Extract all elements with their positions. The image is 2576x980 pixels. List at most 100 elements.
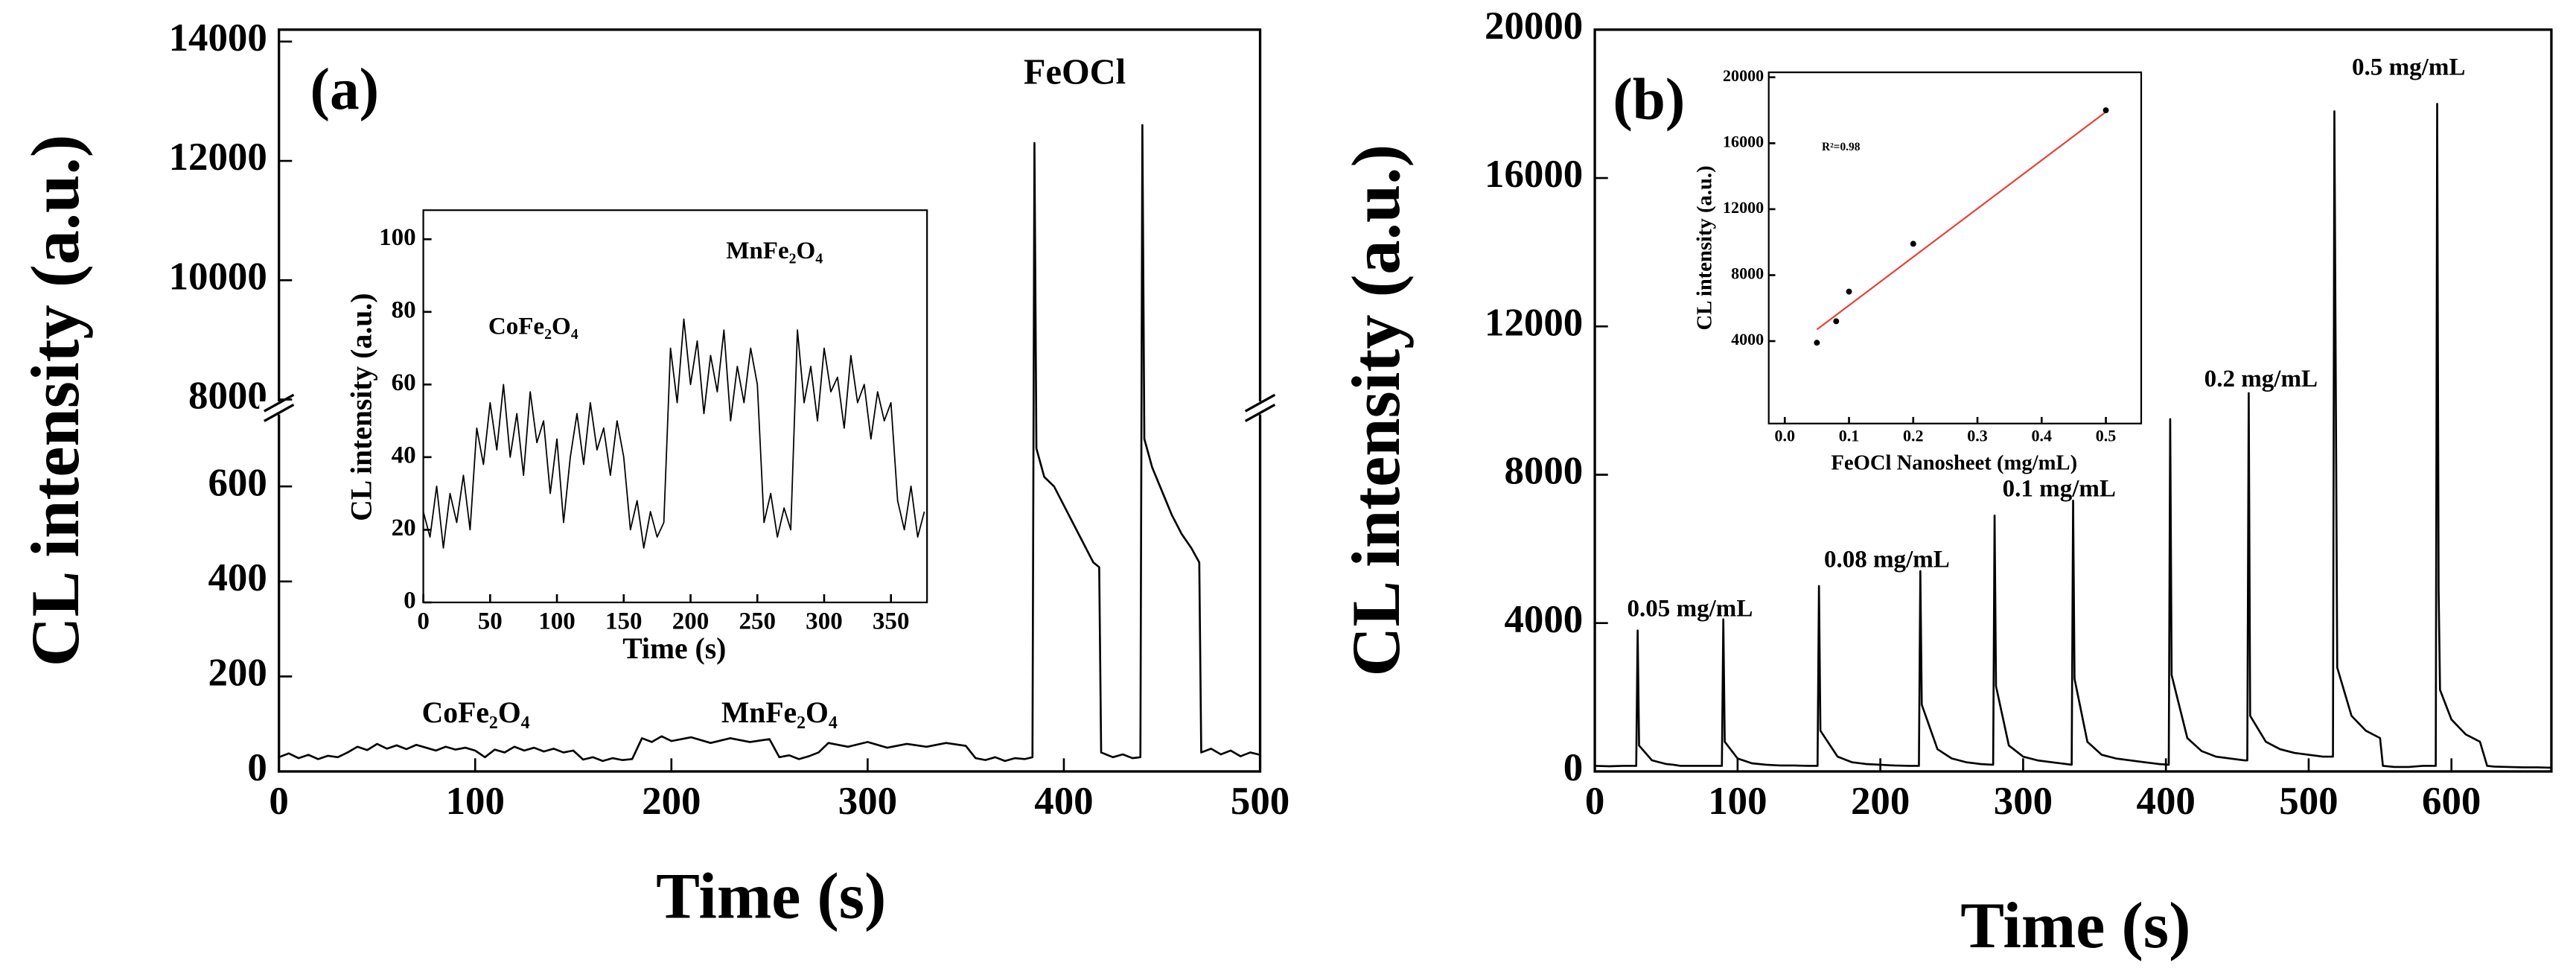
plot-frame xyxy=(277,28,1262,773)
x-tick-label: 500 xyxy=(1231,780,1289,823)
x-axis-title: Time (s) xyxy=(656,859,886,932)
x-tick-label: 0 xyxy=(269,780,288,823)
point xyxy=(1814,340,1820,346)
x-tick-label: 0 xyxy=(1585,780,1604,823)
x-tick-label: 0.5 xyxy=(2096,427,2117,445)
annotation: 0.05 mg/mL xyxy=(1627,596,1753,623)
y-tick-label: 16000 xyxy=(1723,132,1764,150)
x-tick-label: 200 xyxy=(1851,780,1910,823)
x-tick-label: 0.3 xyxy=(1967,427,1988,445)
annotation: CoFe₂O₄ xyxy=(422,696,530,729)
plot-frame xyxy=(422,209,928,604)
axis-break-gap xyxy=(259,401,299,415)
panel: 0 50 100 150 200 250 300 350 0 20 40 60 80 100 Time (s… xyxy=(345,209,928,665)
y-tick-label: 100 xyxy=(379,224,416,251)
axis-break-mark xyxy=(264,403,295,422)
annotation: FeOCl xyxy=(1024,53,1126,92)
x-tick-label: 0.4 xyxy=(2032,427,2053,445)
x-tick-label: 300 xyxy=(838,780,897,823)
y-tick-label: 8000 xyxy=(1731,264,1764,283)
point xyxy=(1910,241,1916,247)
annotation: 0.1 mg/mL xyxy=(2003,476,2116,503)
y-tick-label: 600 xyxy=(208,461,267,504)
annotation: 0.2 mg/mL xyxy=(2204,366,2318,392)
y-tick-label: 16000 xyxy=(1485,153,1583,196)
y-tick-label: 10000 xyxy=(169,255,267,298)
x-tick-label: 0 xyxy=(417,608,430,635)
y-tick-label: 20000 xyxy=(1723,66,1764,85)
x-tick-label: 50 xyxy=(478,608,503,635)
inset-background xyxy=(1768,72,2141,424)
annotation: 0.5 mg/mL xyxy=(2352,54,2465,80)
plot-frame xyxy=(1593,28,2553,773)
x-tick-label: 300 xyxy=(1994,780,2053,823)
y-axis-title: CL intensity (a.u.) xyxy=(345,293,377,521)
x-tick-label: 400 xyxy=(2137,780,2196,823)
annotation: (b) xyxy=(1613,66,1685,132)
y-axis-title: CL intensity (a.u.) xyxy=(18,135,94,667)
x-tick-label: 350 xyxy=(873,608,910,635)
y-axis-title: CL intensity (a.u.) xyxy=(1339,144,1415,677)
x-axis-title: FeOCl Nanosheet (mg/mL) xyxy=(1831,451,2077,474)
y-tick-label: 200 xyxy=(208,652,267,695)
point xyxy=(2102,107,2109,114)
axis-break-mark xyxy=(1244,403,1276,422)
y-tick-label: 40 xyxy=(392,442,416,468)
panel: 0 100 200 300 400 500020040060080001000012000… xyxy=(18,16,1289,933)
data-line xyxy=(422,318,925,549)
annotation: 0.08 mg/mL xyxy=(1824,546,1950,573)
y-tick-label: 4000 xyxy=(1731,330,1764,349)
x-tick-label: 400 xyxy=(1034,780,1093,823)
y-axis-title: CL intensity (a.u.) xyxy=(1693,165,1717,330)
axis-break-mark xyxy=(264,393,295,413)
point xyxy=(1833,318,1840,325)
panel: 0.0 0.1 0.2 0.3 0.4 0.5 4000 8000 12000 16000 2000… xyxy=(1693,66,2143,474)
x-tick-label: 500 xyxy=(2279,780,2338,823)
x-tick-label: 600 xyxy=(2422,780,2481,823)
x-tick-label: 100 xyxy=(1708,780,1767,823)
y-tick-label: 12000 xyxy=(1723,198,1764,217)
annotation: MnFe₂O₄ xyxy=(726,238,823,264)
axis-break-mark xyxy=(1244,393,1276,413)
x-tick-label: 0.2 xyxy=(1903,427,1924,445)
x-tick-label: 100 xyxy=(446,780,505,823)
y-tick-label: 20000 xyxy=(1485,4,1583,48)
annotation: CoFe₂O₄ xyxy=(488,314,578,340)
data-line xyxy=(1595,103,2551,769)
y-tick-label: 0 xyxy=(404,588,416,614)
y-tick-label: 12000 xyxy=(169,136,267,179)
x-tick-label: 0.0 xyxy=(1775,427,1796,445)
y-tick-label: 8000 xyxy=(188,375,267,418)
x-tick-label: 200 xyxy=(672,608,710,635)
y-tick-label: 20 xyxy=(392,515,416,541)
x-tick-label: 150 xyxy=(605,608,643,635)
y-tick-label: 0 xyxy=(1563,746,1583,789)
axis-break-gap xyxy=(1240,401,1280,415)
inset-background xyxy=(423,210,928,602)
y-tick-label: 14000 xyxy=(169,16,267,60)
y-tick-label: 4000 xyxy=(1504,598,1583,641)
y-tick-label: 400 xyxy=(208,556,267,599)
y-tick-label: 8000 xyxy=(1504,450,1583,493)
y-tick-label: 60 xyxy=(392,369,416,396)
x-axis-title: Time (s) xyxy=(622,632,726,665)
data-line xyxy=(278,124,1260,763)
x-tick-label: 0.1 xyxy=(1839,427,1860,445)
annotation: MnFe₂O₄ xyxy=(721,696,838,729)
annotation: R²=0.98 xyxy=(1822,141,1861,153)
annotation: (a) xyxy=(310,57,380,122)
x-tick-label: 100 xyxy=(538,608,576,635)
x-tick-label: 200 xyxy=(642,780,701,823)
fit-line xyxy=(1816,111,2107,331)
x-tick-label: 250 xyxy=(739,608,776,635)
point xyxy=(1846,288,1852,295)
y-tick-label: 0 xyxy=(247,746,267,789)
y-tick-label: 80 xyxy=(392,296,416,323)
x-tick-label: 300 xyxy=(806,608,843,635)
panel: 0 100 200 300 400 500 600 0 4000 8000 12000 16000 20… xyxy=(1339,4,2553,962)
plot-frame xyxy=(1767,71,2143,424)
y-tick-label: 12000 xyxy=(1485,301,1583,344)
x-axis-title: Time (s) xyxy=(1960,889,2190,962)
